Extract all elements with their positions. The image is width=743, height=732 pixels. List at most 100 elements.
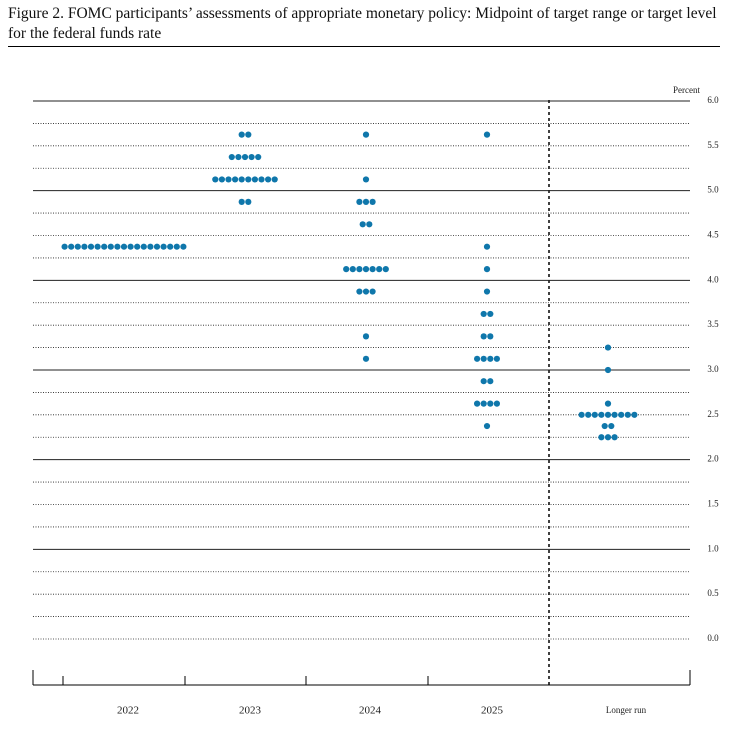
dot bbox=[487, 378, 494, 385]
dot bbox=[153, 243, 161, 250]
dot bbox=[601, 422, 608, 430]
dot bbox=[362, 176, 370, 183]
dot bbox=[160, 243, 167, 250]
dot bbox=[356, 198, 363, 205]
dot bbox=[343, 266, 350, 273]
dot bbox=[356, 266, 363, 273]
dot bbox=[101, 243, 108, 250]
y-tick-label: 6.0 bbox=[707, 95, 719, 105]
dot bbox=[604, 366, 612, 374]
dot bbox=[611, 434, 618, 441]
y-axis-label: Percent bbox=[673, 85, 700, 95]
dot bbox=[618, 411, 625, 418]
dot bbox=[369, 288, 376, 295]
dot bbox=[376, 266, 383, 273]
dot bbox=[167, 243, 174, 250]
dot bbox=[180, 243, 187, 250]
dot bbox=[225, 176, 232, 183]
x-axis bbox=[32, 670, 691, 686]
dot bbox=[74, 243, 81, 250]
dot bbox=[271, 176, 278, 183]
dot bbox=[487, 310, 494, 318]
dot bbox=[359, 221, 366, 228]
dot bbox=[134, 243, 141, 250]
x-tick-label: 2023 bbox=[239, 705, 262, 717]
y-tick-label: 2.5 bbox=[707, 409, 719, 419]
dot bbox=[362, 288, 370, 295]
x-tick-label: Longer run bbox=[606, 705, 647, 715]
dot bbox=[608, 422, 615, 430]
dot bbox=[483, 422, 491, 430]
dot bbox=[238, 131, 245, 138]
dot bbox=[255, 153, 262, 161]
dot bbox=[480, 378, 487, 385]
dot bbox=[604, 344, 612, 351]
x-tick-label: 2024 bbox=[359, 705, 382, 717]
dot bbox=[245, 198, 252, 205]
dot bbox=[248, 153, 255, 161]
y-tick-label: 1.0 bbox=[707, 543, 719, 553]
dot bbox=[483, 266, 491, 273]
dot bbox=[483, 131, 491, 138]
dot bbox=[140, 243, 147, 250]
dot bbox=[487, 400, 494, 407]
dot bbox=[474, 400, 481, 407]
dot bbox=[480, 400, 487, 407]
dot bbox=[173, 243, 180, 250]
dot bbox=[631, 411, 638, 418]
dot bbox=[604, 411, 612, 418]
dot bbox=[598, 434, 605, 441]
dot bbox=[81, 243, 88, 250]
dot bbox=[474, 355, 481, 362]
dot bbox=[598, 411, 605, 418]
dot bbox=[127, 243, 134, 250]
y-tick-label: 1.5 bbox=[707, 499, 719, 509]
dot bbox=[362, 266, 370, 273]
dot bbox=[480, 333, 487, 340]
dot bbox=[362, 198, 370, 205]
dot bbox=[114, 243, 121, 250]
y-tick-label: 5.0 bbox=[707, 185, 719, 195]
dot bbox=[604, 400, 612, 407]
dot bbox=[362, 333, 370, 340]
dot bbox=[369, 266, 376, 273]
dot bbox=[487, 355, 494, 362]
dot bbox=[369, 198, 376, 205]
dot bbox=[241, 153, 249, 161]
dot bbox=[238, 198, 245, 205]
x-tick-label: 2022 bbox=[117, 705, 139, 717]
dot bbox=[366, 221, 373, 228]
dot bbox=[480, 355, 487, 362]
dot bbox=[107, 243, 114, 250]
x-tick-label: 2025 bbox=[481, 705, 504, 717]
dot bbox=[265, 176, 272, 183]
y-tick-label: 2.0 bbox=[707, 454, 719, 464]
y-tick-label: 5.5 bbox=[707, 140, 719, 150]
dot bbox=[480, 310, 487, 318]
title-rule bbox=[8, 46, 720, 47]
dot bbox=[362, 131, 370, 138]
dot bbox=[218, 176, 225, 183]
dot bbox=[362, 355, 370, 362]
dot bbox=[591, 411, 598, 418]
dot bbox=[382, 266, 389, 273]
dot bbox=[245, 176, 252, 183]
y-tick-label: 0.0 bbox=[707, 633, 719, 643]
dot bbox=[94, 243, 101, 250]
dot bbox=[245, 131, 252, 138]
dot bbox=[624, 411, 631, 418]
dot bbox=[120, 243, 128, 250]
dot bbox=[232, 176, 239, 183]
dot bbox=[212, 176, 219, 183]
dot bbox=[228, 153, 235, 161]
y-tick-label: 4.5 bbox=[707, 230, 719, 240]
dot bbox=[68, 243, 75, 250]
dot bbox=[251, 176, 258, 183]
y-tick-label: 3.5 bbox=[707, 319, 719, 329]
dot bbox=[578, 411, 585, 418]
dot bbox=[604, 434, 612, 441]
dot bbox=[493, 400, 500, 407]
dot bbox=[611, 411, 618, 418]
dot bbox=[349, 266, 356, 273]
dot bbox=[487, 333, 494, 340]
